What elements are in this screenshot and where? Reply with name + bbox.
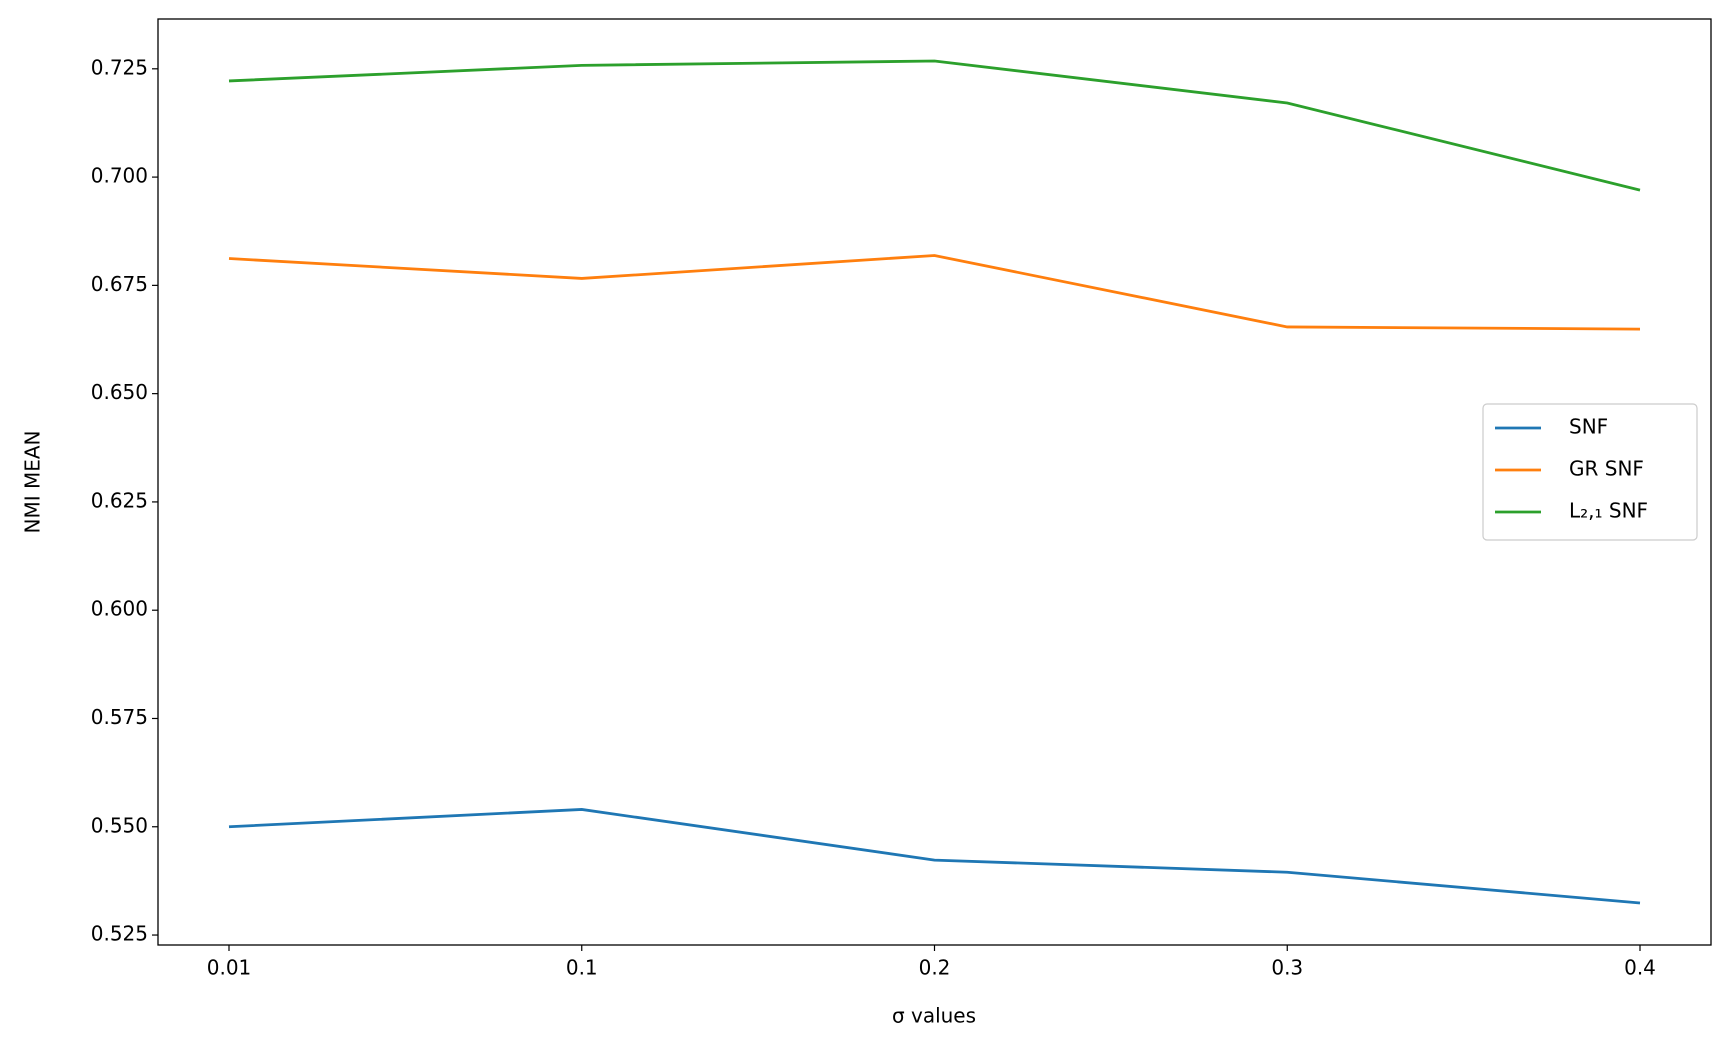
- x-tick-label: 0.01: [207, 956, 252, 980]
- plot-frame: [157, 18, 1712, 946]
- series-line: [228, 254, 1641, 331]
- y-tick-label: 0.575: [91, 705, 148, 729]
- x-tick-label: 0.1: [566, 956, 598, 980]
- y-tick-label: 0.550: [91, 813, 148, 837]
- y-tick-label: 0.700: [91, 164, 148, 188]
- x-tick-label: 0.3: [1271, 956, 1303, 980]
- y-tick-label: 0.725: [91, 55, 148, 79]
- legend-label: GR SNF: [1569, 457, 1644, 481]
- series-line: [228, 59, 1641, 192]
- series-line: [228, 808, 1641, 905]
- y-axis-label: NMI MEAN: [21, 430, 45, 533]
- y-tick-label: 0.625: [91, 488, 148, 512]
- legend-label: L₂,₁ SNF: [1569, 499, 1648, 523]
- x-tick-label: 0.2: [919, 956, 951, 980]
- y-tick-label: 0.525: [91, 922, 148, 946]
- x-tick-label: 0.4: [1624, 956, 1656, 980]
- x-axis-label: σ values: [892, 1004, 976, 1028]
- legend-box: [1482, 403, 1698, 541]
- y-tick-label: 0.600: [91, 597, 148, 621]
- y-tick-label: 0.675: [91, 272, 148, 296]
- y-tick-label: 0.650: [91, 380, 148, 404]
- legend-label: SNF: [1569, 415, 1608, 439]
